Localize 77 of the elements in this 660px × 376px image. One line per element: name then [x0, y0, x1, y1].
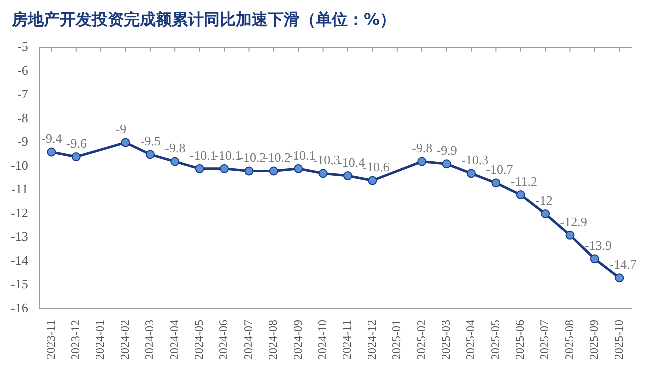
point: [541, 210, 550, 219]
x-tick-label: 2023-11: [44, 320, 58, 360]
x-tick-label: 2024-09: [290, 320, 305, 360]
x-tick-label: 2025-06: [513, 320, 528, 360]
data-label: -9.4: [42, 131, 63, 146]
x-tick-label: 2023-12: [68, 320, 83, 360]
point: [170, 157, 180, 166]
data-label: -9.6: [66, 136, 88, 151]
point: [195, 164, 204, 174]
point: [615, 274, 624, 283]
x-tick-label: 2024-06: [216, 320, 231, 360]
x-tick-label: 2024-11: [340, 320, 354, 360]
point: [566, 230, 575, 240]
point: [47, 148, 56, 157]
point: [294, 164, 304, 174]
x-tick-label: 2024-02: [118, 320, 132, 360]
x-tick-label: 2025-01: [390, 320, 404, 360]
data-label: -10.1: [214, 148, 242, 163]
y-tick-label: -5: [17, 39, 28, 54]
x-tick-label: 2024-04: [167, 320, 182, 360]
y-tick-label: -6: [17, 62, 29, 78]
data-label: -10.3: [461, 152, 489, 168]
x-tick-label: 2025-04: [464, 320, 478, 360]
x-tick-label: 2024-05: [192, 320, 206, 360]
x-tick-label: 2025-08: [562, 320, 576, 360]
data-label: -9: [116, 122, 127, 137]
x-tick-label: 2025-07: [538, 320, 552, 360]
point: [72, 152, 81, 162]
x-tick-label: 2024-01: [93, 320, 108, 360]
point: [318, 169, 328, 178]
point: [418, 157, 427, 166]
data-label: -11.2: [510, 174, 538, 189]
point: [442, 160, 452, 169]
x-tick-label: 2024-03: [142, 320, 157, 360]
x-tick-label: 2025-03: [438, 320, 453, 360]
data-label: -10.1: [190, 148, 217, 163]
point: [492, 178, 501, 188]
x-tick-label: 2025-10: [612, 320, 626, 360]
point: [466, 169, 476, 178]
x-tick-label: 2024-12: [364, 320, 379, 360]
point: [344, 172, 353, 181]
x-tick-label: 2025-09: [587, 320, 602, 360]
x-tick-label: 2025-02: [414, 320, 428, 360]
data-label: -12: [536, 192, 553, 208]
point: [146, 150, 155, 160]
point: [269, 166, 278, 176]
x-tick-label: 2024-08: [266, 320, 280, 360]
data-label: -14.7: [610, 257, 638, 272]
x-tick-label: 2024-07: [241, 320, 256, 360]
point: [368, 176, 378, 186]
y-tick-label: -13: [10, 229, 28, 244]
data-label: -9.9: [436, 143, 458, 158]
y-tick-label: -16: [10, 300, 29, 316]
point: [244, 166, 254, 176]
chart-title: 房地产开发投资完成额累计同比加速下滑（单位：%）: [10, 9, 398, 31]
x-tick-label: 2024-10: [315, 320, 330, 360]
data-label: -13.9: [584, 238, 612, 254]
y-tick-label: -14: [10, 252, 29, 268]
y-tick-label: -15: [10, 276, 28, 292]
y-tick-label: -10: [10, 158, 28, 173]
point: [121, 138, 130, 148]
point: [516, 190, 526, 200]
point: [590, 254, 600, 264]
x-tick-label: 2025-05: [488, 320, 502, 360]
y-tick-label: -9: [17, 134, 28, 150]
data-label: -12.9: [560, 214, 588, 230]
y-tick-label: -7: [17, 86, 29, 102]
y-tick-label: -8: [17, 110, 28, 126]
data-label: -9.8: [165, 140, 186, 156]
data-label: -9.5: [140, 134, 162, 149]
data-label: -10.2: [239, 150, 266, 166]
y-tick-label: -11: [11, 182, 28, 197]
data-label: -9.8: [412, 140, 433, 156]
data-label: -10.3: [313, 152, 340, 168]
point: [220, 164, 230, 174]
data-label: -10.2: [264, 150, 292, 166]
y-tick-label: -12: [10, 205, 28, 220]
